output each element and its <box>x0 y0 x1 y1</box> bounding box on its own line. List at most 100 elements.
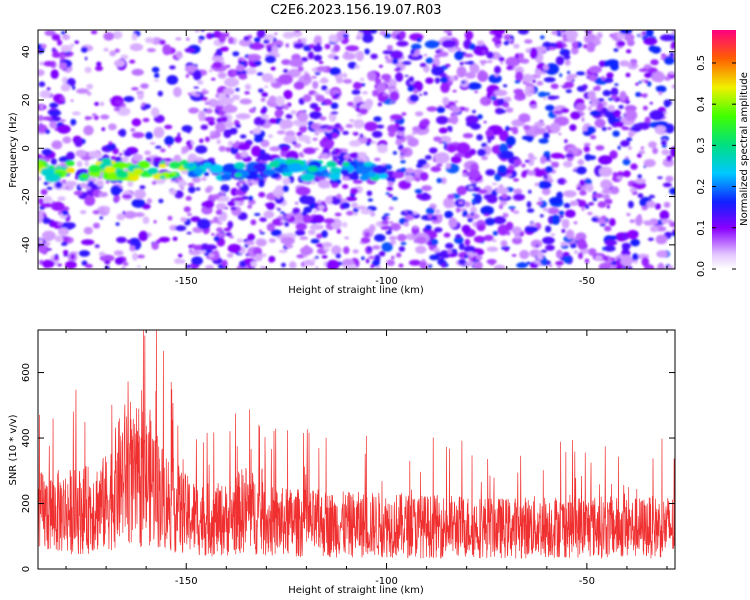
heatmap-cell <box>469 148 477 156</box>
heatmap-cell <box>260 265 264 269</box>
heatmap-cell <box>187 182 195 187</box>
heatmap-cell <box>365 142 371 146</box>
heatmap-cell <box>584 204 590 210</box>
heatmap-cell <box>362 91 368 95</box>
heatmap-cell <box>644 79 649 84</box>
heatmap-cell <box>474 193 482 204</box>
heatmap-cell <box>203 108 207 112</box>
heatmap-cell <box>487 60 493 64</box>
heatmap-cell <box>529 47 538 59</box>
heatmap-cell <box>70 99 74 102</box>
heatmap-cell <box>669 52 675 57</box>
colorbar-label: Normalized spectral amplitude <box>739 72 750 226</box>
heatmap-cell <box>612 130 620 137</box>
heatmap-cell <box>388 194 394 198</box>
heatmap-cell <box>58 227 69 236</box>
heatmap-cell <box>516 262 528 269</box>
heatmap-cell <box>433 136 442 142</box>
heatmap-cell <box>99 254 115 262</box>
heatmap-cell <box>359 133 364 138</box>
heatmap-cell <box>505 107 514 113</box>
heatmap-cell <box>425 224 432 231</box>
heatmap-cell <box>96 154 103 158</box>
heatmap-cell <box>57 196 66 201</box>
heatmap-cell <box>41 202 53 208</box>
heatmap-cell <box>129 43 144 52</box>
spectrogram-y-tick-label: -40 <box>21 237 32 253</box>
heatmap-cell <box>230 206 237 211</box>
heatmap-cell <box>486 246 499 252</box>
heatmap-cell <box>213 236 220 242</box>
heatmap-band-cell <box>38 161 45 168</box>
heatmap-cell <box>131 87 139 91</box>
heatmap-cell <box>569 36 577 43</box>
heatmap-cell <box>458 259 467 266</box>
heatmap-cell <box>85 186 91 191</box>
heatmap-cell <box>588 65 603 74</box>
heatmap-cell <box>90 30 98 35</box>
heatmap-cell <box>309 111 322 120</box>
heatmap-cell <box>38 239 44 244</box>
heatmap-cell <box>360 77 365 82</box>
heatmap-cell <box>215 121 226 133</box>
heatmap-cell <box>602 89 611 97</box>
heatmap-cell <box>452 251 457 255</box>
heatmap-cell <box>448 128 453 132</box>
heatmap-cell <box>548 46 556 51</box>
heatmap-cell <box>543 132 550 139</box>
heatmap-cell <box>486 51 494 59</box>
heatmap-cell <box>669 146 675 158</box>
heatmap-cell <box>137 265 141 268</box>
heatmap-cell <box>534 127 546 135</box>
heatmap-cell <box>635 82 639 86</box>
heatmap-cell <box>610 61 619 71</box>
heatmap-cell <box>345 45 360 52</box>
heatmap-band-cell <box>40 167 55 177</box>
spectrogram-y-tick-label: -20 <box>21 188 32 204</box>
heatmap-cell <box>469 43 476 50</box>
heatmap-cell <box>225 124 233 129</box>
heatmap-cell <box>620 254 633 267</box>
heatmap-cell <box>451 106 461 114</box>
heatmap-cell <box>400 159 406 164</box>
heatmap-cell <box>669 187 675 195</box>
heatmap-cell <box>477 148 487 157</box>
heatmap-cell <box>75 149 87 158</box>
heatmap-cell <box>78 250 91 257</box>
heatmap-cell <box>352 212 358 216</box>
heatmap-cell <box>356 205 367 210</box>
heatmap-cell <box>591 216 599 222</box>
heatmap-cell <box>253 213 261 216</box>
heatmap-cell <box>602 194 611 200</box>
heatmap-cell <box>382 50 392 55</box>
heatmap-cell <box>343 246 350 255</box>
heatmap-cell <box>45 129 50 135</box>
heatmap-cell <box>508 206 516 210</box>
heatmap-band-cell <box>234 172 242 178</box>
heatmap-cell <box>257 125 261 129</box>
heatmap-cell <box>264 85 268 88</box>
heatmap-cell <box>550 83 559 90</box>
heatmap-cell <box>440 177 447 185</box>
heatmap-cell <box>477 224 486 232</box>
heatmap-cell <box>645 30 654 37</box>
heatmap-cell <box>232 51 240 57</box>
heatmap-cell <box>75 175 80 180</box>
heatmap-cell <box>471 202 475 206</box>
heatmap-cell <box>316 199 322 204</box>
heatmap-cell <box>626 137 633 142</box>
heatmap-cell <box>275 194 282 199</box>
heatmap-band-cell <box>147 167 159 175</box>
heatmap-cell <box>407 85 415 92</box>
heatmap-cell <box>472 193 476 197</box>
heatmap-cell <box>377 102 382 107</box>
heatmap-cell <box>521 135 535 141</box>
heatmap-cell <box>575 71 586 76</box>
heatmap-cell <box>54 254 59 257</box>
heatmap-cell <box>464 238 471 246</box>
heatmap-cell <box>151 66 160 73</box>
heatmap-cell <box>93 222 100 229</box>
heatmap-cell <box>649 225 659 233</box>
heatmap-cell <box>605 198 613 205</box>
heatmap-cell <box>336 228 341 234</box>
